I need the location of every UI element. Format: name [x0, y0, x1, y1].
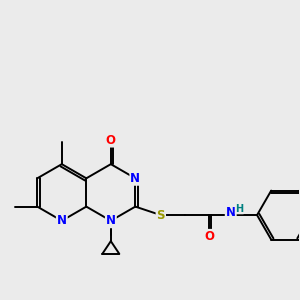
Text: O: O [204, 230, 214, 243]
Text: S: S [157, 208, 165, 222]
Text: N: N [130, 172, 140, 185]
Text: N: N [226, 206, 236, 219]
Text: H: H [235, 204, 243, 214]
Text: N: N [57, 214, 67, 227]
Text: O: O [106, 134, 116, 147]
Text: N: N [106, 214, 116, 227]
